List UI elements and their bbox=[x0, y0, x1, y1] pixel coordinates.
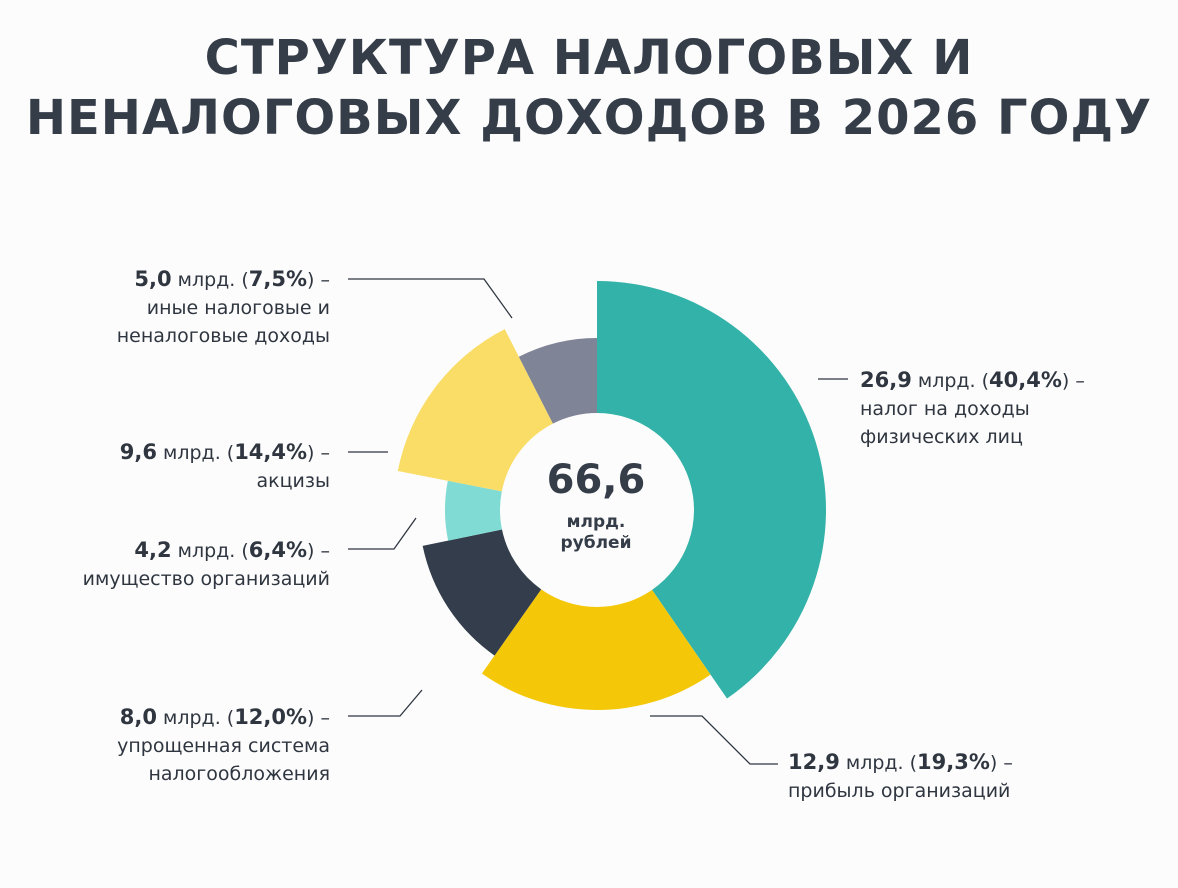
label-ndfl: 26,9 млрд. (40,4%) – налог на доходы физ… bbox=[860, 366, 1085, 451]
label-excise-percent: 14,4% bbox=[234, 440, 308, 464]
page-title: СТРУКТУРА НАЛОГОВЫХ И НЕНАЛОГОВЫХ ДОХОДО… bbox=[0, 28, 1178, 148]
label-property-name-1: имущество организаций bbox=[82, 568, 330, 590]
chart-connectors bbox=[348, 278, 848, 765]
label-excise-value: 9,6 bbox=[119, 440, 157, 464]
label-usn-value: 8,0 bbox=[119, 705, 157, 729]
label-excise-unit: млрд. bbox=[163, 442, 221, 464]
slice-excise bbox=[397, 329, 553, 492]
label-ndfl-name-2: физических лиц bbox=[860, 426, 1023, 448]
title-line-1: СТРУКТУРА НАЛОГОВЫХ И bbox=[204, 30, 974, 86]
label-profit-name-1: прибыль организаций bbox=[788, 780, 1011, 802]
label-profit-percent: 19,3% bbox=[917, 750, 990, 774]
label-ndfl-name-1: налог на доходы bbox=[860, 398, 1030, 420]
label-profit-head: 12,9 млрд. (19,3%) – bbox=[788, 750, 1013, 774]
label-excise-name-1: акцизы bbox=[256, 470, 330, 492]
slice-property bbox=[445, 480, 502, 541]
label-profit: 12,9 млрд. (19,3%) – прибыль организаций bbox=[788, 748, 1013, 805]
label-excise: 9,6 млрд. (14,4%) – акцизы bbox=[120, 438, 330, 495]
slice-profit bbox=[481, 589, 711, 710]
label-ndfl-head: 26,9 млрд. (40,4%) – bbox=[860, 368, 1085, 392]
connector-property bbox=[348, 517, 417, 550]
total-unit-line-1: млрд. bbox=[566, 512, 626, 532]
label-other-percent: 7,5% bbox=[248, 267, 308, 291]
label-excise-head: 9,6 млрд. (14,4%) – bbox=[119, 440, 330, 464]
label-usn-name-2: налогообложения bbox=[148, 763, 330, 785]
label-property-value: 4,2 bbox=[134, 538, 172, 562]
label-profit-value: 12,9 bbox=[788, 750, 840, 774]
connector-other bbox=[348, 278, 513, 319]
label-ndfl-percent: 40,4% bbox=[989, 368, 1062, 392]
label-usn-unit: млрд. bbox=[163, 707, 221, 729]
label-property-unit: млрд. bbox=[177, 540, 236, 562]
title-line-2: НЕНАЛОГОВЫХ ДОХОДОВ В 2026 ГОДУ bbox=[25, 90, 1153, 146]
slice-usn bbox=[422, 529, 542, 656]
label-usn-percent: 12,0% bbox=[234, 705, 308, 729]
slice-ndfl bbox=[597, 281, 827, 699]
label-other-value: 5,0 bbox=[134, 267, 172, 291]
label-other-name-1: иные налоговые и bbox=[146, 297, 330, 319]
label-property: 4,2 млрд. (6,4%) – имущество организаций bbox=[83, 536, 330, 593]
label-other: 5,0 млрд. (7,5%) – иные налоговые и нена… bbox=[117, 265, 330, 350]
total-unit-line-2: рублей bbox=[560, 533, 632, 553]
chart-slices bbox=[397, 281, 827, 710]
label-usn-name-1: упрощенная система bbox=[117, 735, 330, 757]
total-unit: млрд. рублей bbox=[520, 512, 672, 554]
connector-profit bbox=[650, 715, 778, 765]
label-property-head: 4,2 млрд. (6,4%) – bbox=[134, 538, 330, 562]
connector-usn bbox=[348, 689, 423, 717]
label-usn: 8,0 млрд. (12,0%) – упрощенная система н… bbox=[117, 703, 330, 788]
label-other-name-2: неналоговые доходы bbox=[116, 325, 330, 347]
label-property-percent: 6,4% bbox=[248, 538, 308, 562]
label-ndfl-unit: млрд. bbox=[917, 370, 976, 392]
label-other-head: 5,0 млрд. (7,5%) – bbox=[134, 267, 330, 291]
label-ndfl-value: 26,9 bbox=[860, 368, 912, 392]
total-value: 66,6 bbox=[546, 457, 646, 503]
label-usn-head: 8,0 млрд. (12,0%) – bbox=[119, 705, 330, 729]
label-profit-unit: млрд. bbox=[845, 752, 904, 774]
slice-other bbox=[518, 338, 597, 424]
label-other-unit: млрд. bbox=[177, 269, 236, 291]
